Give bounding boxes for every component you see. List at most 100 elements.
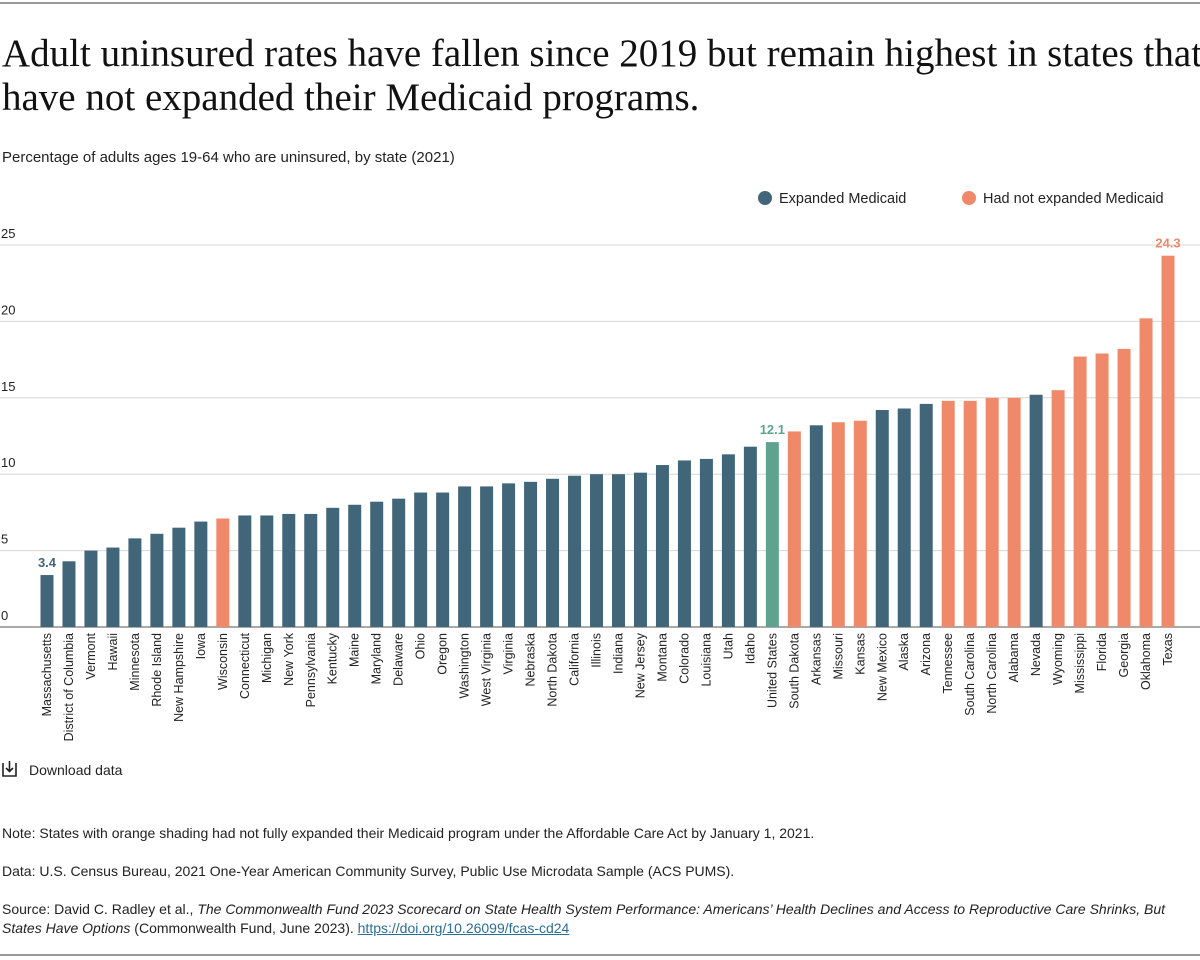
bar [194, 521, 208, 627]
x-tick-label: Ohio [414, 633, 428, 659]
x-tick-label: Wisconsin [216, 633, 230, 690]
bar [765, 442, 779, 627]
x-tick-label: Maryland [370, 633, 384, 684]
x-tick-label: Minnesota [128, 633, 142, 691]
x-tick-label: North Dakota [546, 633, 560, 707]
y-tick-label: 20 [1, 302, 15, 317]
x-tick-label: Vermont [84, 632, 98, 679]
bar [436, 492, 450, 627]
x-tick-label: Virginia [502, 633, 516, 675]
source-prefix: Source: David C. Radley et al., [2, 901, 198, 917]
bar [326, 507, 340, 627]
bar [831, 422, 845, 627]
bar [897, 408, 911, 627]
source-link[interactable]: https://doi.org/10.26099/fcas-cd24 [357, 920, 570, 936]
download-button[interactable]: Download data [2, 761, 123, 778]
x-tick-label: Oklahoma [1139, 633, 1153, 690]
x-tick-label: California [568, 633, 582, 686]
bar [1051, 390, 1065, 627]
x-tick-label: Washington [458, 633, 472, 699]
legend-swatch [758, 191, 772, 205]
x-tick-label: Maine [348, 633, 362, 667]
x-tick-label: Tennessee [941, 633, 955, 694]
x-tick-label: Rhode Island [150, 633, 164, 707]
download-label[interactable]: Download data [29, 762, 123, 778]
bar [502, 483, 516, 627]
x-tick-label: Georgia [1117, 633, 1131, 678]
bar [370, 501, 384, 627]
bar [216, 518, 230, 627]
bar [1161, 255, 1175, 628]
x-tick-label: Wyoming [1051, 633, 1065, 685]
x-tick-label: New Jersey [633, 632, 647, 698]
x-tick-label: United States [765, 633, 779, 708]
bar [1007, 397, 1021, 627]
bar [787, 431, 801, 627]
y-tick-label: 15 [1, 379, 15, 394]
bar [633, 472, 647, 627]
subtitle: Percentage of adults ages 19-64 who are … [2, 149, 455, 166]
x-tick-label: Utah [721, 633, 735, 659]
x-tick-label: Illinois [590, 633, 604, 668]
note: Note: States with orange shading had not… [2, 825, 815, 841]
x-tick-label: Michigan [260, 633, 274, 683]
x-tick-label: Delaware [392, 633, 406, 686]
bar [655, 465, 669, 627]
bar [458, 486, 472, 627]
bar [128, 538, 142, 627]
bar [480, 486, 494, 627]
x-tick-label: District of Columbia [62, 633, 76, 741]
x-tick-label: Mississippi [1073, 633, 1087, 693]
legend-label: Had not expanded Medicaid [983, 191, 1164, 207]
x-tick-label: Pennsylvania [304, 633, 318, 707]
x-tick-label: Missouri [831, 633, 845, 680]
bar [392, 498, 406, 627]
bar [677, 460, 691, 627]
bar [106, 547, 120, 627]
x-tick-label: South Dakota [787, 633, 801, 709]
bar [260, 515, 274, 627]
bar [611, 474, 625, 627]
title: have not expanded their Medicaid program… [2, 76, 699, 119]
x-tick-label: South Carolina [963, 633, 977, 716]
bar [40, 575, 54, 627]
x-tick-label: Arizona [919, 633, 933, 675]
bar [84, 550, 98, 627]
x-tick-label: New Hampshire [172, 633, 186, 722]
x-tick-label: Alabama [1007, 633, 1021, 682]
bar [62, 561, 76, 627]
x-tick-label: Nebraska [524, 633, 538, 687]
x-tick-label: Indiana [611, 633, 625, 674]
bar [414, 492, 428, 627]
x-tick-label: Idaho [743, 633, 757, 664]
value-label: 3.4 [38, 555, 57, 570]
x-tick-label: Colorado [677, 633, 691, 684]
legend-label: Expanded Medicaid [779, 191, 906, 207]
y-tick-label: 25 [1, 226, 15, 241]
source-suffix: (Commonwealth Fund, June 2023). [130, 920, 358, 936]
value-label: 12.1 [760, 422, 785, 437]
bar [721, 454, 735, 627]
x-tick-label: Connecticut [238, 632, 252, 699]
y-tick-label: 0 [1, 608, 8, 623]
x-tick-label: West Virginia [480, 633, 494, 706]
x-tick-label: Iowa [194, 633, 208, 659]
bar [590, 474, 604, 627]
bar [348, 504, 362, 627]
x-tick-label: New Mexico [875, 633, 889, 701]
x-tick-label: Texas [1161, 633, 1175, 666]
legend-swatch [962, 191, 976, 205]
bar [1117, 348, 1131, 627]
bar [941, 400, 955, 627]
bar [809, 425, 823, 627]
title: Adult uninsured rates have fallen since … [2, 32, 1200, 75]
bar [304, 513, 318, 627]
data-source: Data: U.S. Census Bureau, 2021 One-Year … [2, 863, 735, 879]
x-tick-label: Kansas [853, 633, 867, 675]
bar [238, 515, 252, 627]
x-tick-label: Kentucky [326, 632, 340, 684]
value-label: 24.3 [1155, 236, 1180, 251]
x-tick-label: North Carolina [985, 633, 999, 714]
